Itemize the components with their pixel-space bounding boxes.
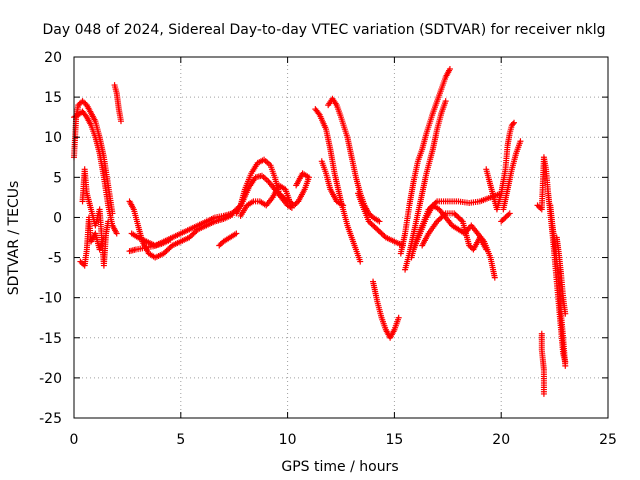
grid	[74, 57, 608, 418]
y-tick-label: -25	[39, 411, 62, 427]
y-tick-label: 20	[44, 50, 62, 66]
data-point	[113, 230, 120, 237]
x-tick-label: 5	[176, 432, 185, 448]
series-s22	[419, 210, 490, 253]
data-point	[395, 314, 402, 321]
series-s3	[77, 214, 107, 269]
data-point	[517, 138, 524, 145]
chart-title: Day 048 of 2024, Sidereal Day-to-day VTE…	[43, 22, 606, 38]
y-tick-label: -10	[39, 291, 62, 307]
plot-frame	[73, 56, 609, 419]
series-s5	[111, 82, 124, 125]
data-points	[71, 66, 569, 397]
data-point	[293, 182, 300, 189]
y-tick-label: 0	[53, 210, 62, 226]
x-tick-label: 0	[70, 432, 79, 448]
y-axis-label: SDTVAR / TECUs	[6, 181, 22, 296]
series-s11	[237, 170, 312, 219]
x-tick-label: 20	[492, 432, 510, 448]
data-point	[511, 119, 518, 126]
y-tick-label: -15	[39, 331, 62, 347]
series-s8	[126, 236, 174, 255]
data-point	[167, 236, 174, 243]
data-point	[509, 120, 516, 127]
series-s12	[216, 230, 240, 249]
data-point	[506, 210, 513, 217]
data-point	[340, 202, 347, 209]
data-point	[105, 218, 112, 225]
series-s18	[397, 66, 453, 257]
series-s4	[79, 166, 112, 269]
y-tick-label: -5	[48, 251, 62, 267]
series-s13	[312, 106, 364, 265]
series-s15	[318, 158, 347, 209]
data-point	[562, 310, 569, 317]
data-point	[233, 230, 240, 237]
series-s25	[498, 210, 513, 225]
series-s27	[547, 202, 569, 369]
series-s28	[553, 234, 569, 317]
y-tick-label: 10	[44, 130, 62, 146]
data-point	[442, 98, 449, 105]
data-point	[562, 362, 569, 369]
data-point	[540, 390, 547, 397]
x-tick-label: 25	[599, 432, 617, 448]
series-s23	[483, 119, 518, 213]
series-s2	[71, 108, 120, 237]
series-s19	[402, 98, 449, 273]
y-tick-label: 5	[53, 170, 62, 186]
x-axis-label: GPS time / hours	[281, 459, 398, 475]
series-s17	[370, 278, 402, 341]
data-point	[491, 274, 498, 281]
data-point	[357, 258, 364, 265]
x-tick-label: 10	[279, 432, 297, 448]
data-point	[117, 118, 124, 125]
data-point	[446, 66, 453, 73]
series-s29	[538, 330, 547, 397]
x-tick-label: 15	[385, 432, 403, 448]
series-s24	[500, 138, 524, 213]
series-s16	[355, 190, 406, 249]
data-point	[376, 218, 383, 225]
data-point	[483, 246, 490, 253]
series-s14	[325, 95, 383, 225]
y-tick-label: 15	[44, 90, 62, 106]
axis-ticks: 0 5 10 15 20 25 20 15 10 5 0 -5 -10 -15 -20 -25	[39, 50, 617, 448]
series-s10	[233, 172, 295, 217]
y-tick-label: -20	[39, 371, 62, 387]
